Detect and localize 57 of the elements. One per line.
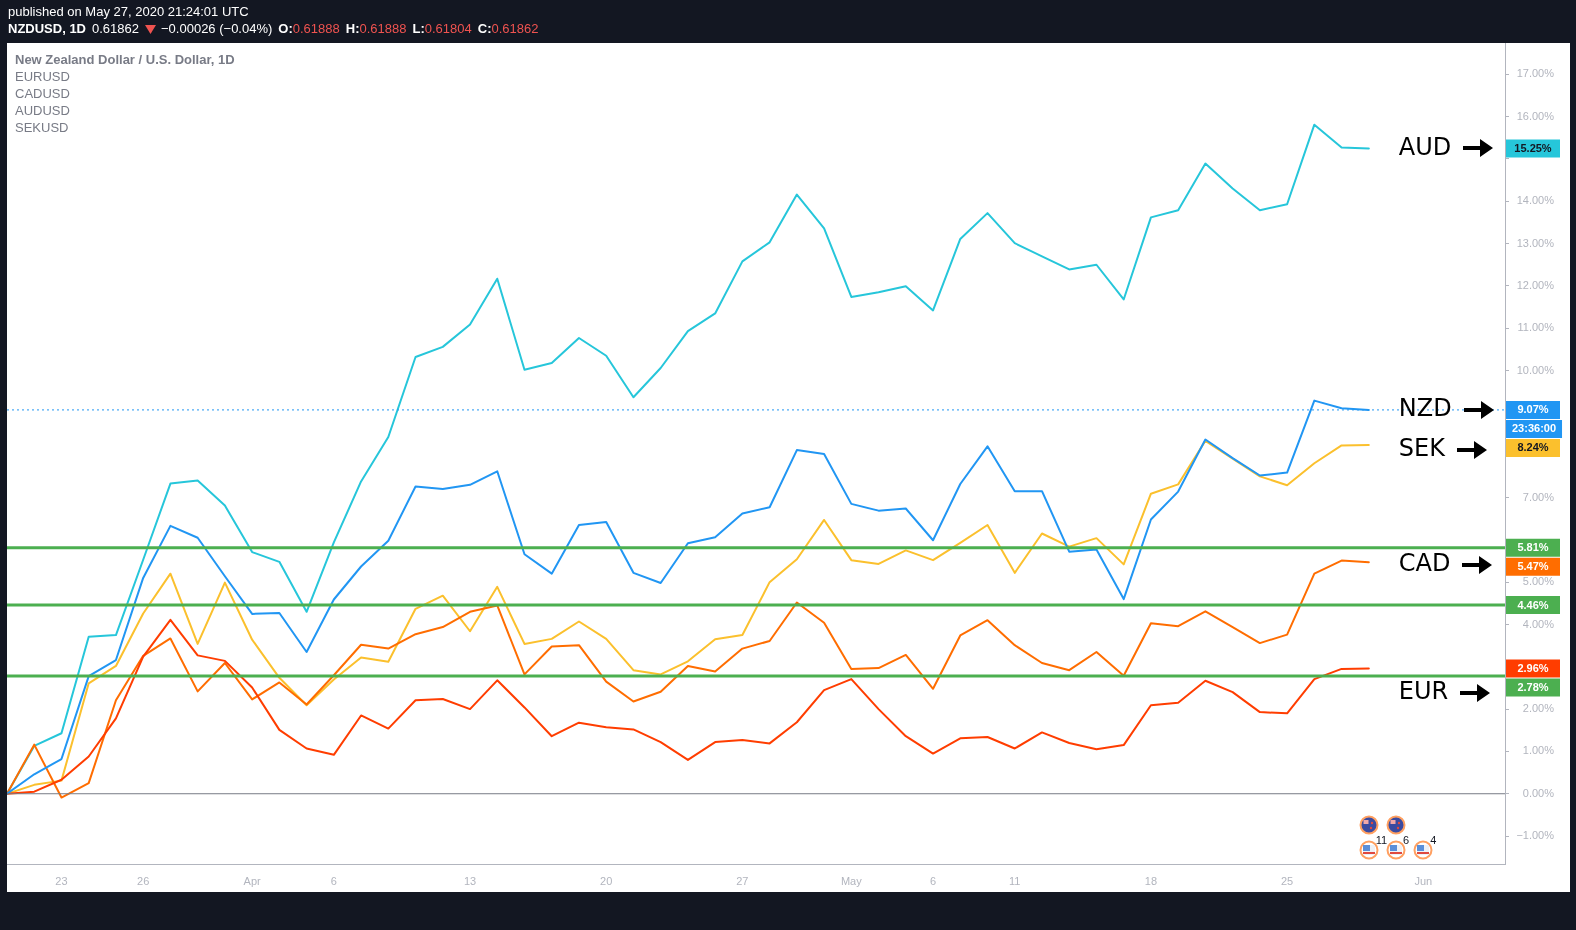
- x-tick-label: May: [840, 874, 863, 887]
- text: L:0.61804: [412, 21, 472, 36]
- series-label: CAD: [1398, 549, 1451, 578]
- y-tick-label: 10.00%: [1516, 363, 1555, 376]
- x-tick-label: Jun: [1414, 874, 1433, 887]
- ref-line-label: 5.81%: [1517, 541, 1549, 554]
- annotation: New Zealand Dollar / U.S. Dollar, 1D: [15, 51, 235, 67]
- x-tick-label: 6: [330, 874, 337, 887]
- ref-line-label: 4.46%: [1517, 598, 1549, 611]
- annotation: CADUSD: [15, 85, 70, 101]
- series-label: NZD: [1398, 394, 1452, 423]
- annotation: SEKUSD: [15, 119, 69, 135]
- annotation: EURUSD: [15, 68, 70, 84]
- text: C:0.61862: [477, 21, 539, 36]
- text: 8.24%: [1517, 441, 1549, 454]
- x-tick-label: 26: [137, 874, 150, 887]
- text: O:0.61888: [278, 21, 340, 36]
- text: 9.07%: [1517, 403, 1549, 416]
- text: 15.25%: [1514, 141, 1552, 154]
- x-tick-label: Apr: [243, 874, 262, 887]
- y-tick-label: 16.00%: [1516, 109, 1555, 122]
- text: published on May 27, 2020 21:24:01 UTC: [8, 4, 249, 20]
- x-tick-label: 6: [929, 874, 937, 887]
- x-tick-label: 23: [55, 874, 68, 887]
- y-tick-label: 17.00%: [1516, 67, 1555, 80]
- series-label: EUR: [1398, 677, 1449, 706]
- y-tick-label: 13.00%: [1516, 236, 1555, 249]
- y-tick-label: 7.00%: [1522, 490, 1555, 503]
- y-tick-label: 4.00%: [1522, 617, 1555, 630]
- annotation: 4: [1430, 834, 1437, 847]
- y-tick-label: 1.00%: [1522, 744, 1555, 757]
- text: 0.61862: [92, 21, 140, 37]
- y-tick-label: 14.00%: [1516, 194, 1555, 207]
- annotation: 6: [1403, 834, 1410, 847]
- y-tick-label: 11.00%: [1517, 321, 1555, 334]
- ref-line-label: 2.78%: [1517, 681, 1549, 694]
- x-tick-label: 25: [1280, 874, 1294, 887]
- x-tick-label: 18: [1144, 874, 1158, 887]
- x-tick-label: 20: [600, 874, 613, 887]
- text: −0.00026 (−0.04%): [161, 21, 273, 37]
- text: H:0.61888: [345, 21, 407, 36]
- x-tick-label: 11: [1009, 874, 1021, 887]
- annotation: 11: [1375, 834, 1388, 847]
- text: 2.96%: [1517, 662, 1549, 675]
- series-label: SEK: [1398, 434, 1447, 463]
- y-tick-label: 0.00%: [1522, 786, 1555, 799]
- y-tick-label: 2.00%: [1522, 702, 1555, 715]
- x-tick-label: 27: [736, 874, 749, 887]
- y-tick-label: 12.00%: [1516, 278, 1555, 291]
- text: NZDUSD, 1D: [8, 21, 87, 37]
- annotation: AUDUSD: [15, 102, 70, 118]
- x-tick-label: 13: [463, 874, 477, 887]
- y-tick-label: 5.00%: [1522, 575, 1555, 588]
- text: 5.47%: [1517, 560, 1549, 573]
- y-tick-label: −1.00%: [1516, 829, 1555, 842]
- series-label: AUD: [1398, 132, 1452, 161]
- text: 23:36:00: [1511, 422, 1557, 435]
